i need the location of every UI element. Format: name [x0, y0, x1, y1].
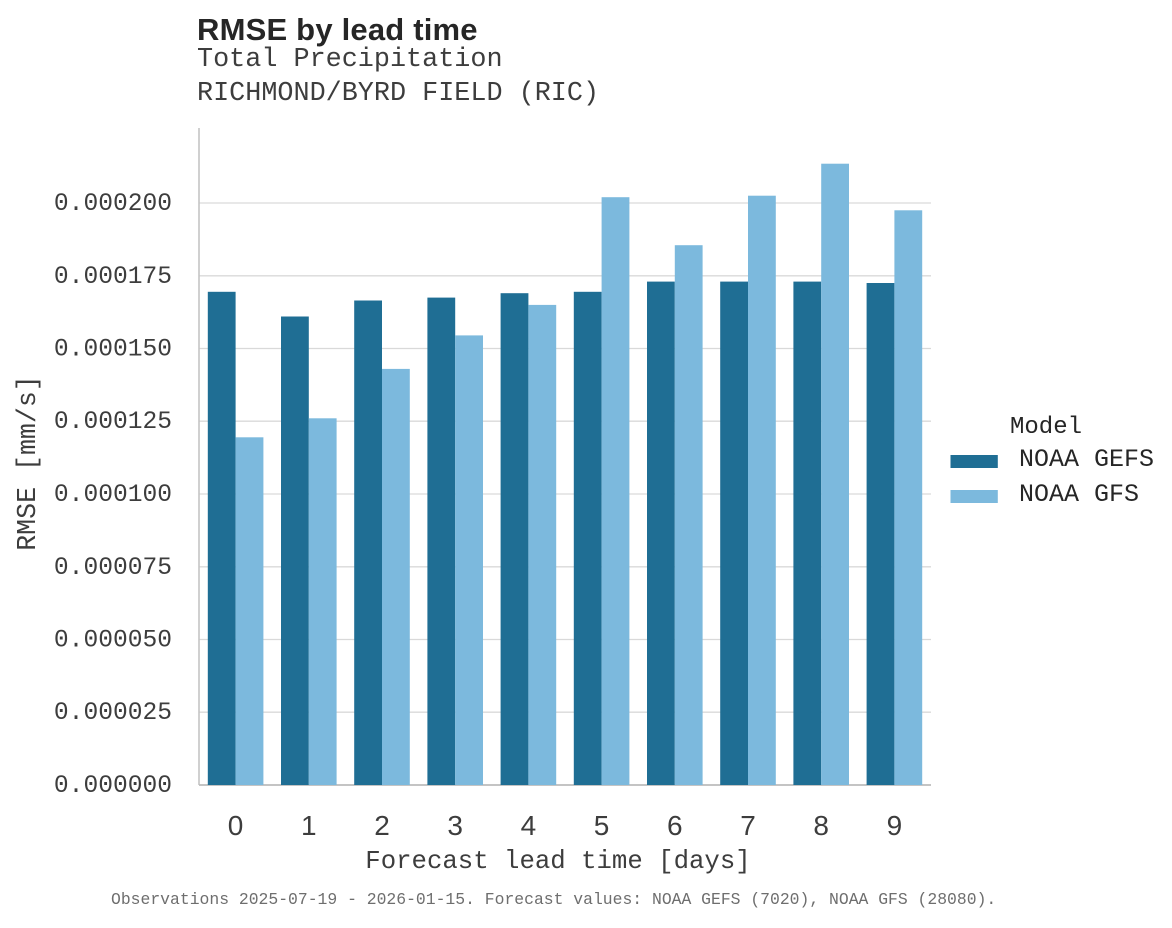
svg-text:NOAA GFS: NOAA GFS: [1019, 480, 1139, 509]
svg-text:Forecast lead time [days]: Forecast lead time [days]: [365, 847, 750, 876]
svg-text:0: 0: [228, 810, 244, 841]
svg-text:0.000200: 0.000200: [54, 191, 172, 218]
svg-text:0.000025: 0.000025: [54, 700, 172, 727]
svg-text:5: 5: [594, 810, 610, 841]
svg-text:0.000150: 0.000150: [54, 337, 172, 364]
svg-text:6: 6: [667, 810, 683, 841]
svg-text:0.000125: 0.000125: [54, 409, 172, 436]
svg-text:2: 2: [374, 810, 390, 841]
svg-text:3: 3: [447, 810, 463, 841]
svg-text:8: 8: [813, 810, 829, 841]
svg-text:1: 1: [301, 810, 317, 841]
svg-text:0.000175: 0.000175: [54, 264, 172, 291]
svg-text:0.000050: 0.000050: [54, 628, 172, 655]
svg-text:Model: Model: [1010, 414, 1082, 441]
svg-text:4: 4: [521, 810, 537, 841]
svg-text:7: 7: [740, 810, 756, 841]
svg-text:0.000100: 0.000100: [54, 482, 172, 509]
svg-text:9: 9: [887, 810, 903, 841]
svg-text:NOAA GEFS: NOAA GEFS: [1019, 445, 1154, 474]
svg-text:0.000075: 0.000075: [54, 555, 172, 582]
svg-text:0.000000: 0.000000: [54, 773, 172, 800]
svg-text:RMSE [mm/s]: RMSE [mm/s]: [13, 375, 43, 551]
